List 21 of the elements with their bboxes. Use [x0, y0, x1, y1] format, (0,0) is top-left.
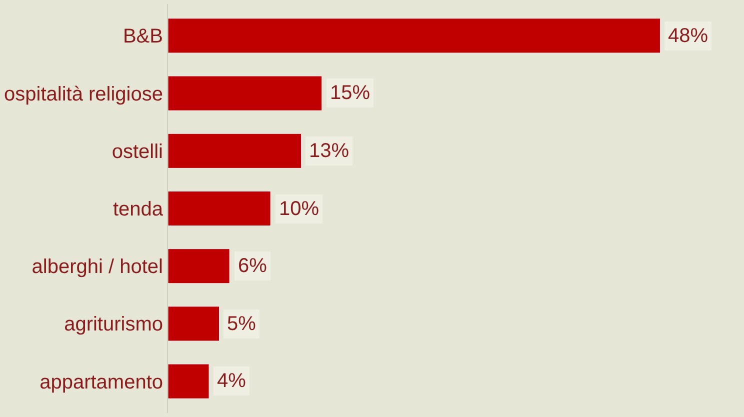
data-label: 13% [309, 140, 350, 162]
y-tick-label: tenda [112, 198, 164, 220]
bar [168, 76, 322, 111]
bar [168, 248, 230, 284]
data-label: 10% [279, 198, 320, 220]
y-tick-label: agriturismo [64, 314, 163, 336]
y-tick-label: appartamento [40, 371, 163, 394]
data-label: 48% [668, 25, 708, 47]
bar [168, 306, 220, 342]
data-label: 6% [238, 255, 268, 277]
y-tick-label: ostelli [112, 140, 163, 163]
data-label: 15% [330, 82, 370, 104]
data-label: 4% [217, 370, 246, 392]
bar [168, 190, 271, 226]
y-tick-label: alberghi / hotel [32, 256, 163, 278]
bar [168, 364, 210, 399]
data-label: 5% [227, 313, 256, 335]
bar [168, 18, 660, 54]
y-tick-label: ospitalità religiose [4, 83, 163, 106]
bar [168, 133, 302, 168]
y-tick-label: B&B [122, 26, 163, 48]
